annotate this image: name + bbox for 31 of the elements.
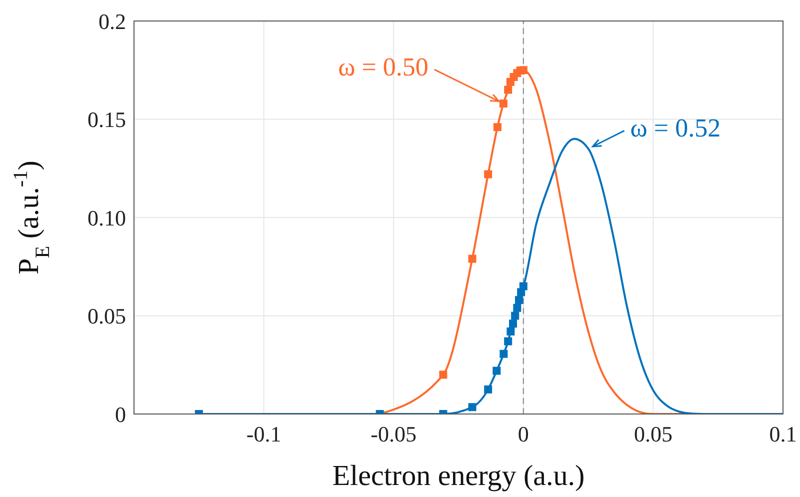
point: [484, 170, 492, 178]
x-tick-label: 0.05: [634, 422, 672, 447]
point: [468, 403, 476, 412]
x-tick-label: -0.05: [370, 422, 417, 447]
point: [513, 304, 522, 312]
y-tick-label: 0.15: [88, 107, 126, 132]
point: [499, 100, 508, 108]
y-tick-label: 0: [115, 402, 126, 427]
point: [506, 327, 515, 336]
point: [484, 385, 492, 394]
x-tick-label: -0.1: [246, 422, 282, 447]
point: [504, 337, 512, 346]
text: ω = 0.50: [338, 52, 428, 82]
point: [519, 66, 528, 74]
point: [492, 366, 501, 375]
x-tick-label: 0.1: [769, 422, 797, 447]
x-axis-title: Electron energy (a.u.): [332, 460, 585, 492]
x-tick-label: 0: [518, 422, 529, 447]
point: [519, 282, 528, 290]
point: [509, 320, 518, 328]
point: [439, 370, 448, 379]
y-tick-label: 0.10: [88, 205, 126, 230]
y-tick-label: 0.05: [88, 304, 126, 329]
y-tick-label: 0.2: [98, 8, 126, 34]
point: [514, 296, 523, 304]
point: [500, 350, 508, 358]
legend-label: ω = 0.52: [630, 114, 721, 143]
point: [504, 86, 512, 94]
point: [468, 254, 476, 263]
point: [511, 312, 520, 320]
point: [493, 123, 502, 132]
